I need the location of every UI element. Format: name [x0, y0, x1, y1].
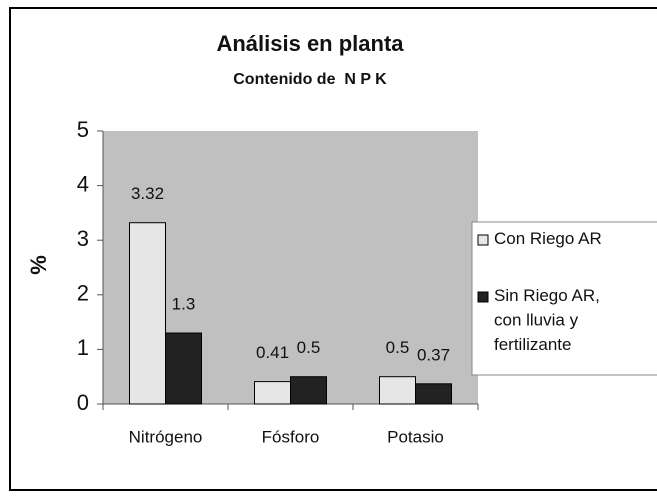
- bar: [254, 381, 291, 405]
- y-tick-label: 2: [77, 281, 89, 306]
- data-label: 0.41: [256, 343, 289, 362]
- y-tick-label: 1: [77, 335, 89, 360]
- x-tick-label: Nitrógeno: [129, 427, 203, 446]
- legend-swatch: [477, 234, 489, 246]
- y-tick-label: 0: [77, 390, 89, 415]
- bar: [415, 383, 452, 405]
- data-label: 3.32: [131, 184, 164, 203]
- chart-title: Análisis en planta: [216, 31, 404, 56]
- legend: [471, 221, 657, 376]
- legend-swatch: [477, 291, 489, 303]
- y-axis-label: %: [26, 255, 51, 275]
- y-tick-label: 5: [77, 117, 89, 142]
- bar: [379, 376, 416, 405]
- data-label: 1.3: [172, 295, 196, 314]
- y-tick-label: 4: [77, 171, 89, 196]
- data-label: 0.37: [417, 345, 450, 364]
- legend-label: Sin Riego AR, con lluvia y fertilizante: [494, 286, 600, 354]
- data-label: 0.5: [386, 338, 410, 357]
- bar: [165, 332, 202, 405]
- x-tick-label: Fósforo: [262, 427, 320, 446]
- legend-label: Con Riego AR: [494, 229, 602, 248]
- data-label: 0.5: [297, 338, 321, 357]
- chart-subtitle: Contenido de N P K: [233, 71, 387, 88]
- bar: [129, 222, 166, 405]
- y-tick-label: 3: [77, 226, 89, 251]
- x-tick-label: Potasio: [387, 427, 444, 446]
- bar: [290, 376, 327, 405]
